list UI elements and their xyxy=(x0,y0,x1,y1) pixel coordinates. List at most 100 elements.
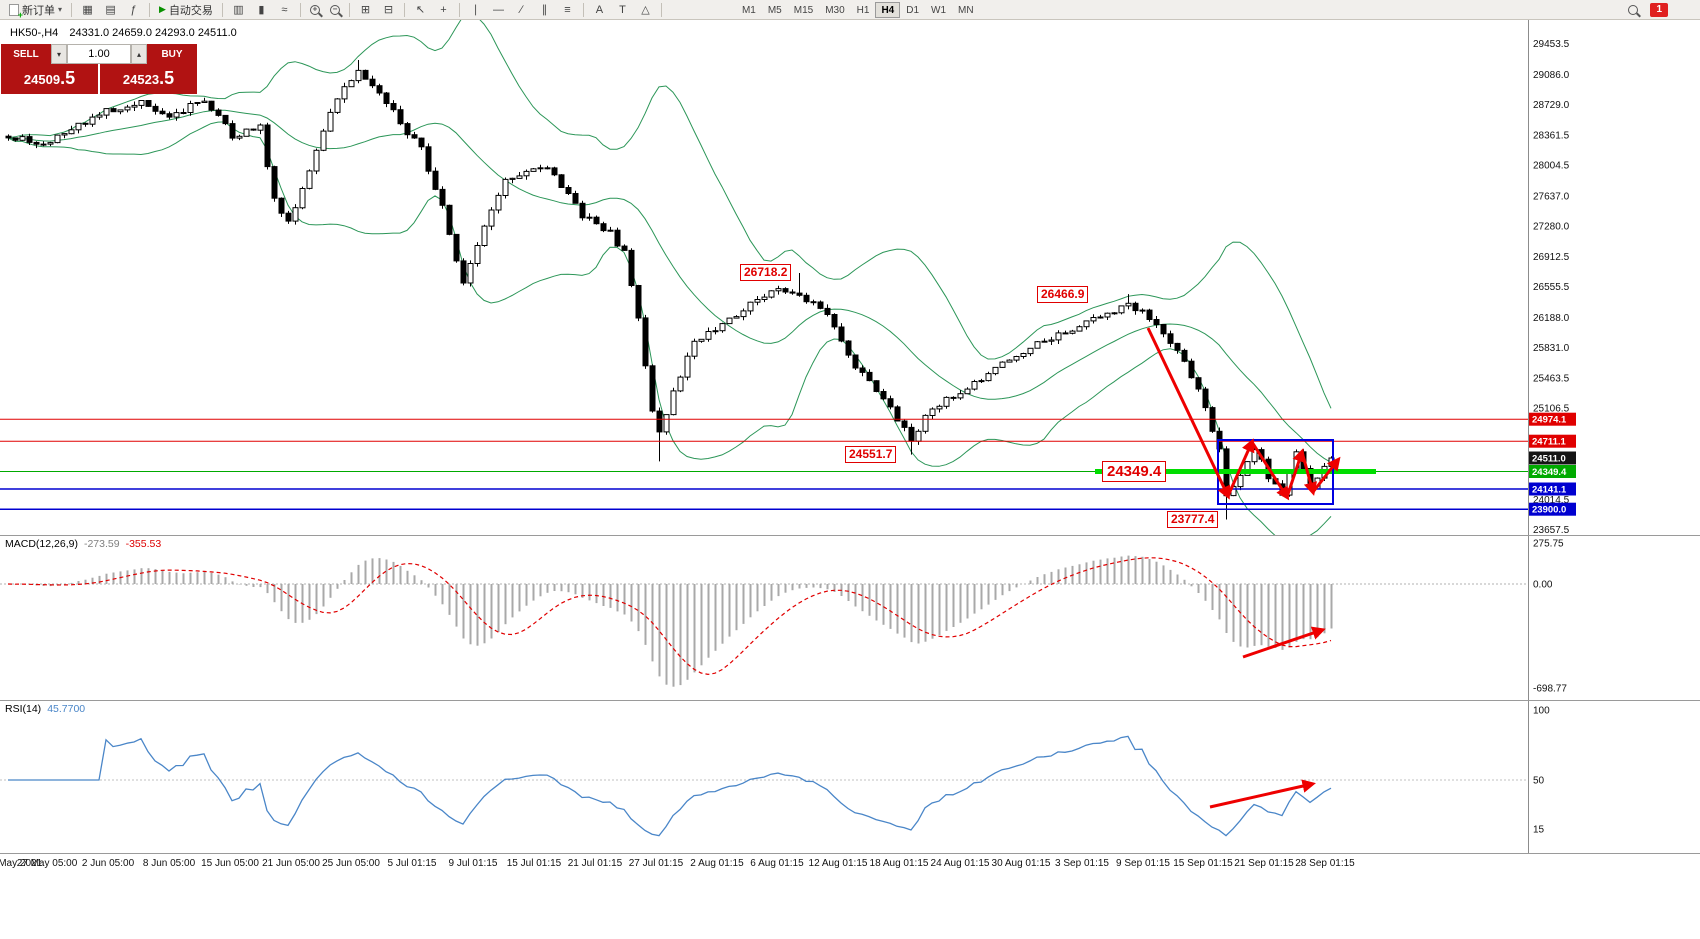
candle-body xyxy=(593,216,600,225)
price-tag xyxy=(1529,451,1576,465)
candle-body xyxy=(117,109,124,113)
buy-button[interactable]: 24523 .5 xyxy=(100,64,197,94)
price-annotation[interactable]: 26718.2 xyxy=(740,264,792,281)
candle-body xyxy=(439,188,446,206)
bollinger-middle-band xyxy=(7,109,1332,463)
tile-windows-button[interactable]: ⊞ xyxy=(354,1,377,19)
new-order-label: 新订单 xyxy=(22,4,55,17)
cursor-tools-group: ↖ + xyxy=(409,1,455,19)
crosshair-button[interactable]: + xyxy=(432,1,455,19)
draw-tools-group: ∣ ― ∕ ∥ ≡ xyxy=(464,1,579,19)
candle-body xyxy=(516,175,523,179)
timeframe-d1-button[interactable]: D1 xyxy=(906,4,920,16)
candle-body xyxy=(1244,461,1251,476)
candle-body xyxy=(978,380,985,383)
text-icon: A xyxy=(595,3,604,16)
candle-body xyxy=(68,129,75,135)
text-label-button[interactable]: T xyxy=(611,1,634,19)
time-tick: 2 Jun 05:00 xyxy=(82,858,135,869)
price-tag xyxy=(1529,482,1576,496)
candle-body xyxy=(166,113,173,118)
volume-input[interactable]: 1.00 xyxy=(67,44,131,64)
trend-arrow[interactable] xyxy=(1300,451,1318,496)
trendline-icon: ∕ xyxy=(520,3,523,16)
zoom-out-button[interactable]: − xyxy=(325,1,345,19)
candle-body xyxy=(446,204,453,235)
price-tick: 25463.5 xyxy=(1533,374,1570,385)
candle-body xyxy=(1055,332,1062,341)
time-tick: 2 Aug 01:15 xyxy=(690,858,744,869)
candle-body xyxy=(131,104,138,108)
candle-body xyxy=(1006,359,1013,363)
price-annotation[interactable]: 23777.4 xyxy=(1167,511,1219,528)
trend-arrow[interactable] xyxy=(1226,438,1255,497)
candle-body xyxy=(1048,339,1055,342)
arrows-button[interactable]: △ xyxy=(634,1,657,19)
candlestick-chart-button[interactable]: ▮ xyxy=(250,1,273,19)
candle-body xyxy=(355,69,362,82)
fibonacci-button[interactable]: ≡ xyxy=(556,1,579,19)
trend-arrow[interactable] xyxy=(1311,456,1341,493)
toolbar-separator xyxy=(582,2,584,17)
volume-increase-button[interactable]: ▴ xyxy=(131,44,147,64)
layout-tools-group: ⊞ ⊟ xyxy=(354,1,400,19)
trend-arrow[interactable] xyxy=(1146,327,1231,500)
cursor-button[interactable]: ↖ xyxy=(409,1,432,19)
time-tick: 15 Sep 01:15 xyxy=(1173,858,1233,869)
new-order-button[interactable]: 新订单 ▾ xyxy=(4,1,67,20)
volume-decrease-button[interactable]: ▾ xyxy=(51,44,67,64)
candle-body xyxy=(992,366,999,375)
candle-body xyxy=(292,207,299,222)
search-icon[interactable] xyxy=(1628,4,1639,15)
candle-body xyxy=(544,167,551,170)
timeframe-h4-button[interactable]: H4 xyxy=(875,1,901,18)
trend-arrow[interactable] xyxy=(1250,441,1290,501)
price-tick: 29453.5 xyxy=(1533,39,1570,50)
rsi-trend-arrow[interactable] xyxy=(1209,779,1316,809)
vertical-line-button[interactable]: ∣ xyxy=(464,1,487,19)
price-annotation[interactable]: 24349.4 xyxy=(1102,461,1167,482)
auto-arrange-button[interactable]: ⊟ xyxy=(377,1,400,19)
time-tick: 3 Sep 01:15 xyxy=(1055,858,1109,869)
macd-value-main: -273.59 xyxy=(83,538,120,550)
candle-body xyxy=(1174,342,1181,351)
price-tick: 28004.5 xyxy=(1533,161,1570,172)
bar-chart-button[interactable]: ▥ xyxy=(227,1,250,19)
timeframe-mn-button[interactable]: MN xyxy=(958,4,974,16)
timeframe-m30-button[interactable]: M30 xyxy=(825,4,845,16)
trendline-button[interactable]: ∕ xyxy=(510,1,533,19)
play-icon: ▶ xyxy=(159,4,166,14)
indicators-button[interactable]: ƒ xyxy=(122,1,145,19)
time-tick: 27 May 05:00 xyxy=(17,858,78,869)
chart-canvas[interactable]: 29453.5 29086.0 28729.0 28361.5 28004.5 27637… xyxy=(0,20,1700,939)
price-annotation[interactable]: 26466.9 xyxy=(1037,286,1089,303)
notification-badge[interactable]: 1 xyxy=(1650,2,1668,17)
candle-body xyxy=(880,391,887,400)
timeframe-w1-button[interactable]: W1 xyxy=(931,4,947,16)
new-chart-button[interactable]: ▦ xyxy=(76,1,99,19)
candle-body xyxy=(1111,312,1118,315)
timeframe-m1-button[interactable]: M1 xyxy=(741,4,756,16)
horizontal-line-button[interactable]: ― xyxy=(487,1,510,19)
sell-button[interactable]: 24509 .5 xyxy=(1,64,98,94)
text-button[interactable]: A xyxy=(588,1,611,19)
equidistant-channel-button[interactable]: ∥ xyxy=(533,1,556,19)
price-annotation[interactable]: 24551.7 xyxy=(845,446,897,463)
timeframe-m5-button[interactable]: M5 xyxy=(767,4,782,16)
candle-body xyxy=(334,98,341,113)
candle-body xyxy=(180,112,187,114)
timeframe-m15-button[interactable]: M15 xyxy=(793,4,814,16)
line-chart-button[interactable]: ≈ xyxy=(273,1,296,19)
toolbar-separator xyxy=(221,2,223,17)
macd-trend-arrow[interactable] xyxy=(1242,626,1326,659)
trend-arrow[interactable] xyxy=(1285,448,1306,498)
zoom-in-button[interactable]: + xyxy=(305,1,325,19)
toolbar-separator xyxy=(660,2,662,17)
candle-body xyxy=(1153,319,1160,325)
autotrading-button[interactable]: ▶ 自动交易 xyxy=(154,1,218,19)
candle-body xyxy=(306,170,313,189)
timeframe-h1-button[interactable]: H1 xyxy=(856,4,870,16)
profiles-button[interactable]: ▤ xyxy=(99,1,122,19)
candle-body xyxy=(936,405,943,410)
price-tick: 26912.5 xyxy=(1533,252,1570,263)
